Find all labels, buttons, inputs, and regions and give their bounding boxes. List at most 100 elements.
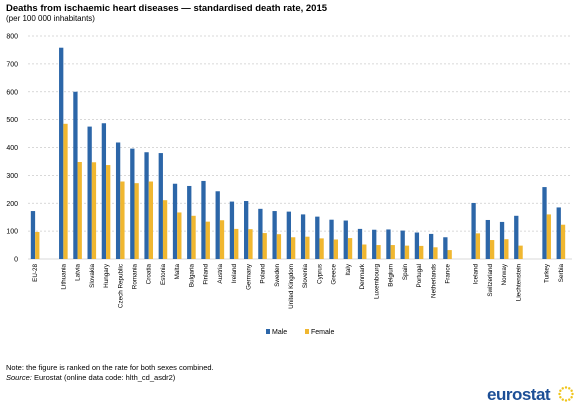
star — [570, 396, 573, 399]
bar-male — [215, 191, 220, 259]
x-tick-label: Sweden — [274, 264, 281, 287]
x-axis: EU-28 Lithuania Latvia Slovakia Hungary Czech… — [32, 263, 565, 309]
source-line: Source: Eurostat (online data code: hlth… — [6, 373, 175, 382]
star — [568, 387, 571, 390]
x-tick-label: Lithuania — [60, 264, 67, 290]
bar-male — [73, 91, 78, 259]
x-tick-label: Turkey — [544, 263, 551, 283]
x-tick-label: Norway — [501, 263, 508, 285]
bar-female — [63, 123, 68, 260]
bar-female — [504, 239, 509, 259]
star — [564, 386, 568, 389]
x-tick-label: Czech Republic — [117, 264, 124, 308]
star — [568, 398, 571, 401]
bar-male — [357, 228, 363, 259]
star — [564, 399, 568, 402]
x-tick-label: Ireland — [231, 264, 238, 284]
gridlines — [28, 35, 572, 260]
y-tick-label: 300 — [6, 173, 18, 180]
bar-female — [362, 244, 367, 259]
bar-female — [191, 215, 196, 259]
bar-female — [376, 245, 381, 259]
bar-male — [471, 202, 476, 259]
bar-female — [148, 181, 154, 259]
bar-male — [229, 201, 235, 259]
bar-female — [560, 224, 566, 259]
bar-male — [372, 229, 377, 259]
bar-female — [475, 233, 481, 259]
bar-female — [333, 239, 338, 259]
bar-female — [489, 240, 495, 259]
bar-female — [433, 247, 438, 259]
chart-subtitle: (per 100 000 inhabitants) — [6, 14, 95, 23]
bar-male — [286, 211, 291, 259]
x-tick-label: Greece — [331, 264, 338, 285]
bar-female — [134, 183, 139, 259]
bar-male — [400, 230, 405, 259]
bar-female — [120, 181, 125, 259]
bar-chart: 0 100 200 300 400 500 600 700 800 EU-28 Lithuania… — [6, 34, 572, 336]
x-tick-label: Slovakia — [89, 264, 96, 288]
x-tick-label: Iceland — [473, 264, 480, 285]
x-tick-label: Finland — [203, 264, 210, 285]
x-tick-label: Slovenia — [302, 264, 309, 289]
y-tick-label: 400 — [6, 145, 18, 152]
bar-female — [447, 250, 452, 259]
bar-male — [485, 219, 490, 259]
x-tick-label: Malta — [174, 264, 181, 280]
x-tick-label: Netherlands — [430, 264, 437, 298]
y-tick-label: 0 — [14, 257, 18, 264]
x-tick-label: Portugal — [416, 264, 423, 287]
x-tick-label: Austria — [217, 264, 224, 284]
bar-female — [77, 161, 82, 259]
bar-female — [546, 214, 551, 259]
logo-text: eurostat — [487, 385, 551, 404]
bar-male — [556, 207, 561, 259]
bar-male — [542, 187, 547, 259]
bar-female — [177, 212, 182, 259]
x-tick-label: Denmark — [359, 263, 366, 289]
x-tick-label: Latvia — [75, 264, 82, 281]
bar-female — [319, 238, 324, 259]
x-tick-label: Bulgaria — [188, 264, 195, 288]
bar-female — [219, 220, 225, 259]
bar-male — [514, 215, 519, 259]
bar-male — [172, 183, 178, 259]
bar-female — [291, 237, 296, 259]
bar-male — [414, 232, 420, 259]
source-text: Eurostat (online data code: hlth_cd_asdr… — [31, 373, 176, 382]
bar-male — [300, 214, 306, 259]
x-tick-label: Liechtenstein — [515, 264, 522, 302]
eurostat-logo[interactable]: eurostat — [487, 383, 577, 407]
bar-male — [201, 180, 206, 259]
bar-male — [144, 152, 149, 259]
y-tick-label: 700 — [6, 61, 18, 68]
bar-male — [272, 211, 277, 259]
bar-male — [329, 219, 334, 259]
eu-stars-icon — [558, 386, 574, 402]
bar-male — [158, 153, 163, 259]
bar-female — [35, 231, 40, 259]
star — [570, 389, 573, 392]
y-tick-label: 500 — [6, 117, 18, 124]
bar-female — [262, 233, 267, 259]
bar-male — [258, 208, 263, 259]
x-tick-label: Spain — [402, 264, 409, 281]
bar-female — [305, 236, 310, 259]
x-tick-label: Luxembourg — [373, 264, 380, 300]
y-axis: 0 100 200 300 400 500 600 700 800 — [6, 34, 18, 264]
legend-swatch — [305, 329, 309, 334]
star — [559, 396, 562, 399]
legend-swatch — [266, 329, 270, 334]
bar-female — [205, 221, 210, 259]
x-tick-label: France — [445, 264, 452, 284]
x-tick-label: Poland — [260, 264, 267, 284]
y-tick-label: 600 — [6, 89, 18, 96]
x-tick-label: Cyprus — [316, 264, 323, 284]
x-tick-label: Switzerland — [487, 264, 494, 297]
star — [559, 389, 562, 392]
x-tick-label: Estonia — [160, 264, 167, 286]
footnote: Note: the figure is ranked on the rate f… — [6, 363, 214, 372]
star — [561, 398, 564, 401]
bar-female — [390, 245, 395, 259]
